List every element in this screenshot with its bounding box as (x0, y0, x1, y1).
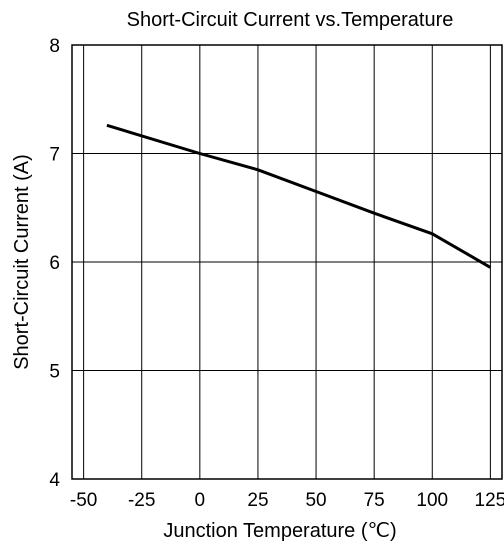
y-tick-label: 4 (49, 470, 60, 491)
y-tick-label: 5 (49, 362, 60, 383)
y-axis-label: Short-Circuit Current (A) (11, 154, 33, 370)
y-tick-label: 6 (49, 253, 60, 274)
y-tick-labels: 4 5 6 7 8 (49, 36, 60, 491)
x-axis-label: Junction Temperature (℃) (163, 520, 396, 542)
x-tick-label: 0 (195, 490, 206, 511)
x-tick-label: 25 (247, 490, 268, 511)
x-tick-label: 125 (475, 490, 504, 511)
x-tick-label: -25 (128, 490, 155, 511)
y-tick-label: 7 (49, 145, 60, 166)
y-tick-label: 8 (49, 36, 60, 57)
y-gridlines (72, 44, 502, 480)
x-tick-label: -50 (70, 490, 97, 511)
x-tick-label: 75 (364, 490, 385, 511)
plot-frame (71, 44, 503, 480)
x-tick-label: 100 (416, 490, 448, 511)
series-line (106, 123, 492, 269)
x-tick-label: 50 (305, 490, 326, 511)
chart-title: Short-Circuit Current vs.Temperature (127, 9, 454, 31)
x-tick-labels: -50 -25 0 25 50 75 100 125 (70, 490, 504, 511)
